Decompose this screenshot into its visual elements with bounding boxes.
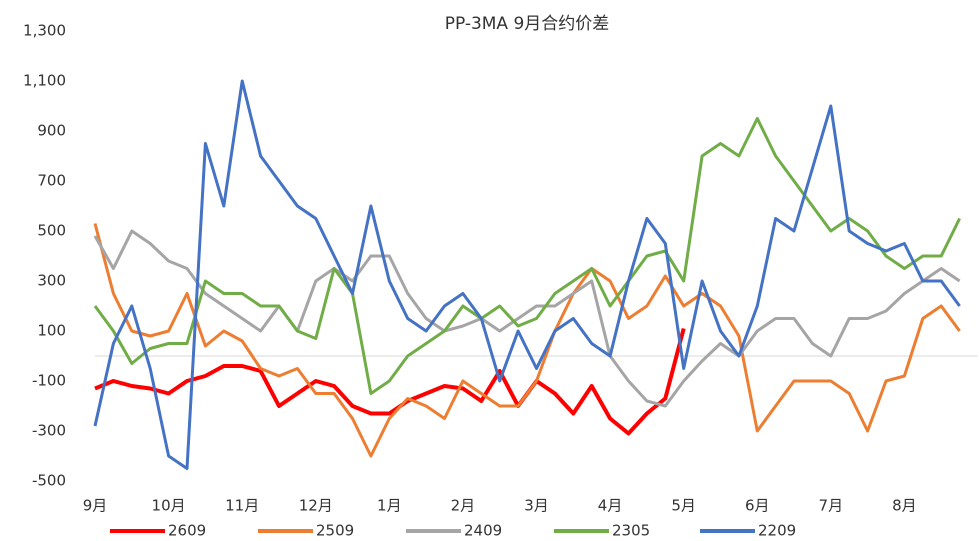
y-tick-label: 500 bbox=[37, 222, 66, 240]
x-tick-label: 5月 bbox=[671, 497, 696, 515]
x-tick-label: 7月 bbox=[819, 497, 844, 515]
x-tick-label: 8月 bbox=[892, 497, 917, 515]
x-tick-label: 11月 bbox=[225, 497, 259, 515]
line-series bbox=[93, 79, 961, 470]
legend-label: 2209 bbox=[758, 522, 796, 540]
y-tick-label: -500 bbox=[32, 472, 66, 490]
y-tick-label: 1,100 bbox=[23, 72, 66, 90]
line-series bbox=[93, 117, 961, 395]
line-series bbox=[93, 223, 961, 458]
x-tick-label: 2月 bbox=[451, 497, 476, 515]
x-tick-label: 4月 bbox=[598, 497, 623, 515]
x-tick-label: 12月 bbox=[299, 497, 333, 515]
y-tick-label: 900 bbox=[37, 122, 66, 140]
legend-label: 2609 bbox=[168, 522, 206, 540]
x-tick-label: 6月 bbox=[745, 497, 770, 515]
x-tick-label: 9月 bbox=[83, 497, 108, 515]
y-tick-label: -300 bbox=[32, 422, 66, 440]
x-tick-label: 10月 bbox=[152, 497, 186, 515]
legend-label: 2509 bbox=[316, 522, 354, 540]
y-tick-label: 700 bbox=[37, 172, 66, 190]
x-tick-label: 3月 bbox=[524, 497, 549, 515]
y-tick-label: -100 bbox=[32, 372, 66, 390]
x-tick-label: 1月 bbox=[377, 497, 402, 515]
legend-label: 2305 bbox=[612, 522, 650, 540]
y-tick-label: 1,300 bbox=[23, 22, 66, 40]
y-tick-label: 100 bbox=[37, 322, 66, 340]
line-series bbox=[93, 229, 961, 408]
chart-title: PP-3MA 9月合约价差 bbox=[445, 14, 610, 34]
y-tick-label: 300 bbox=[37, 272, 66, 290]
legend-label: 2409 bbox=[464, 522, 502, 540]
